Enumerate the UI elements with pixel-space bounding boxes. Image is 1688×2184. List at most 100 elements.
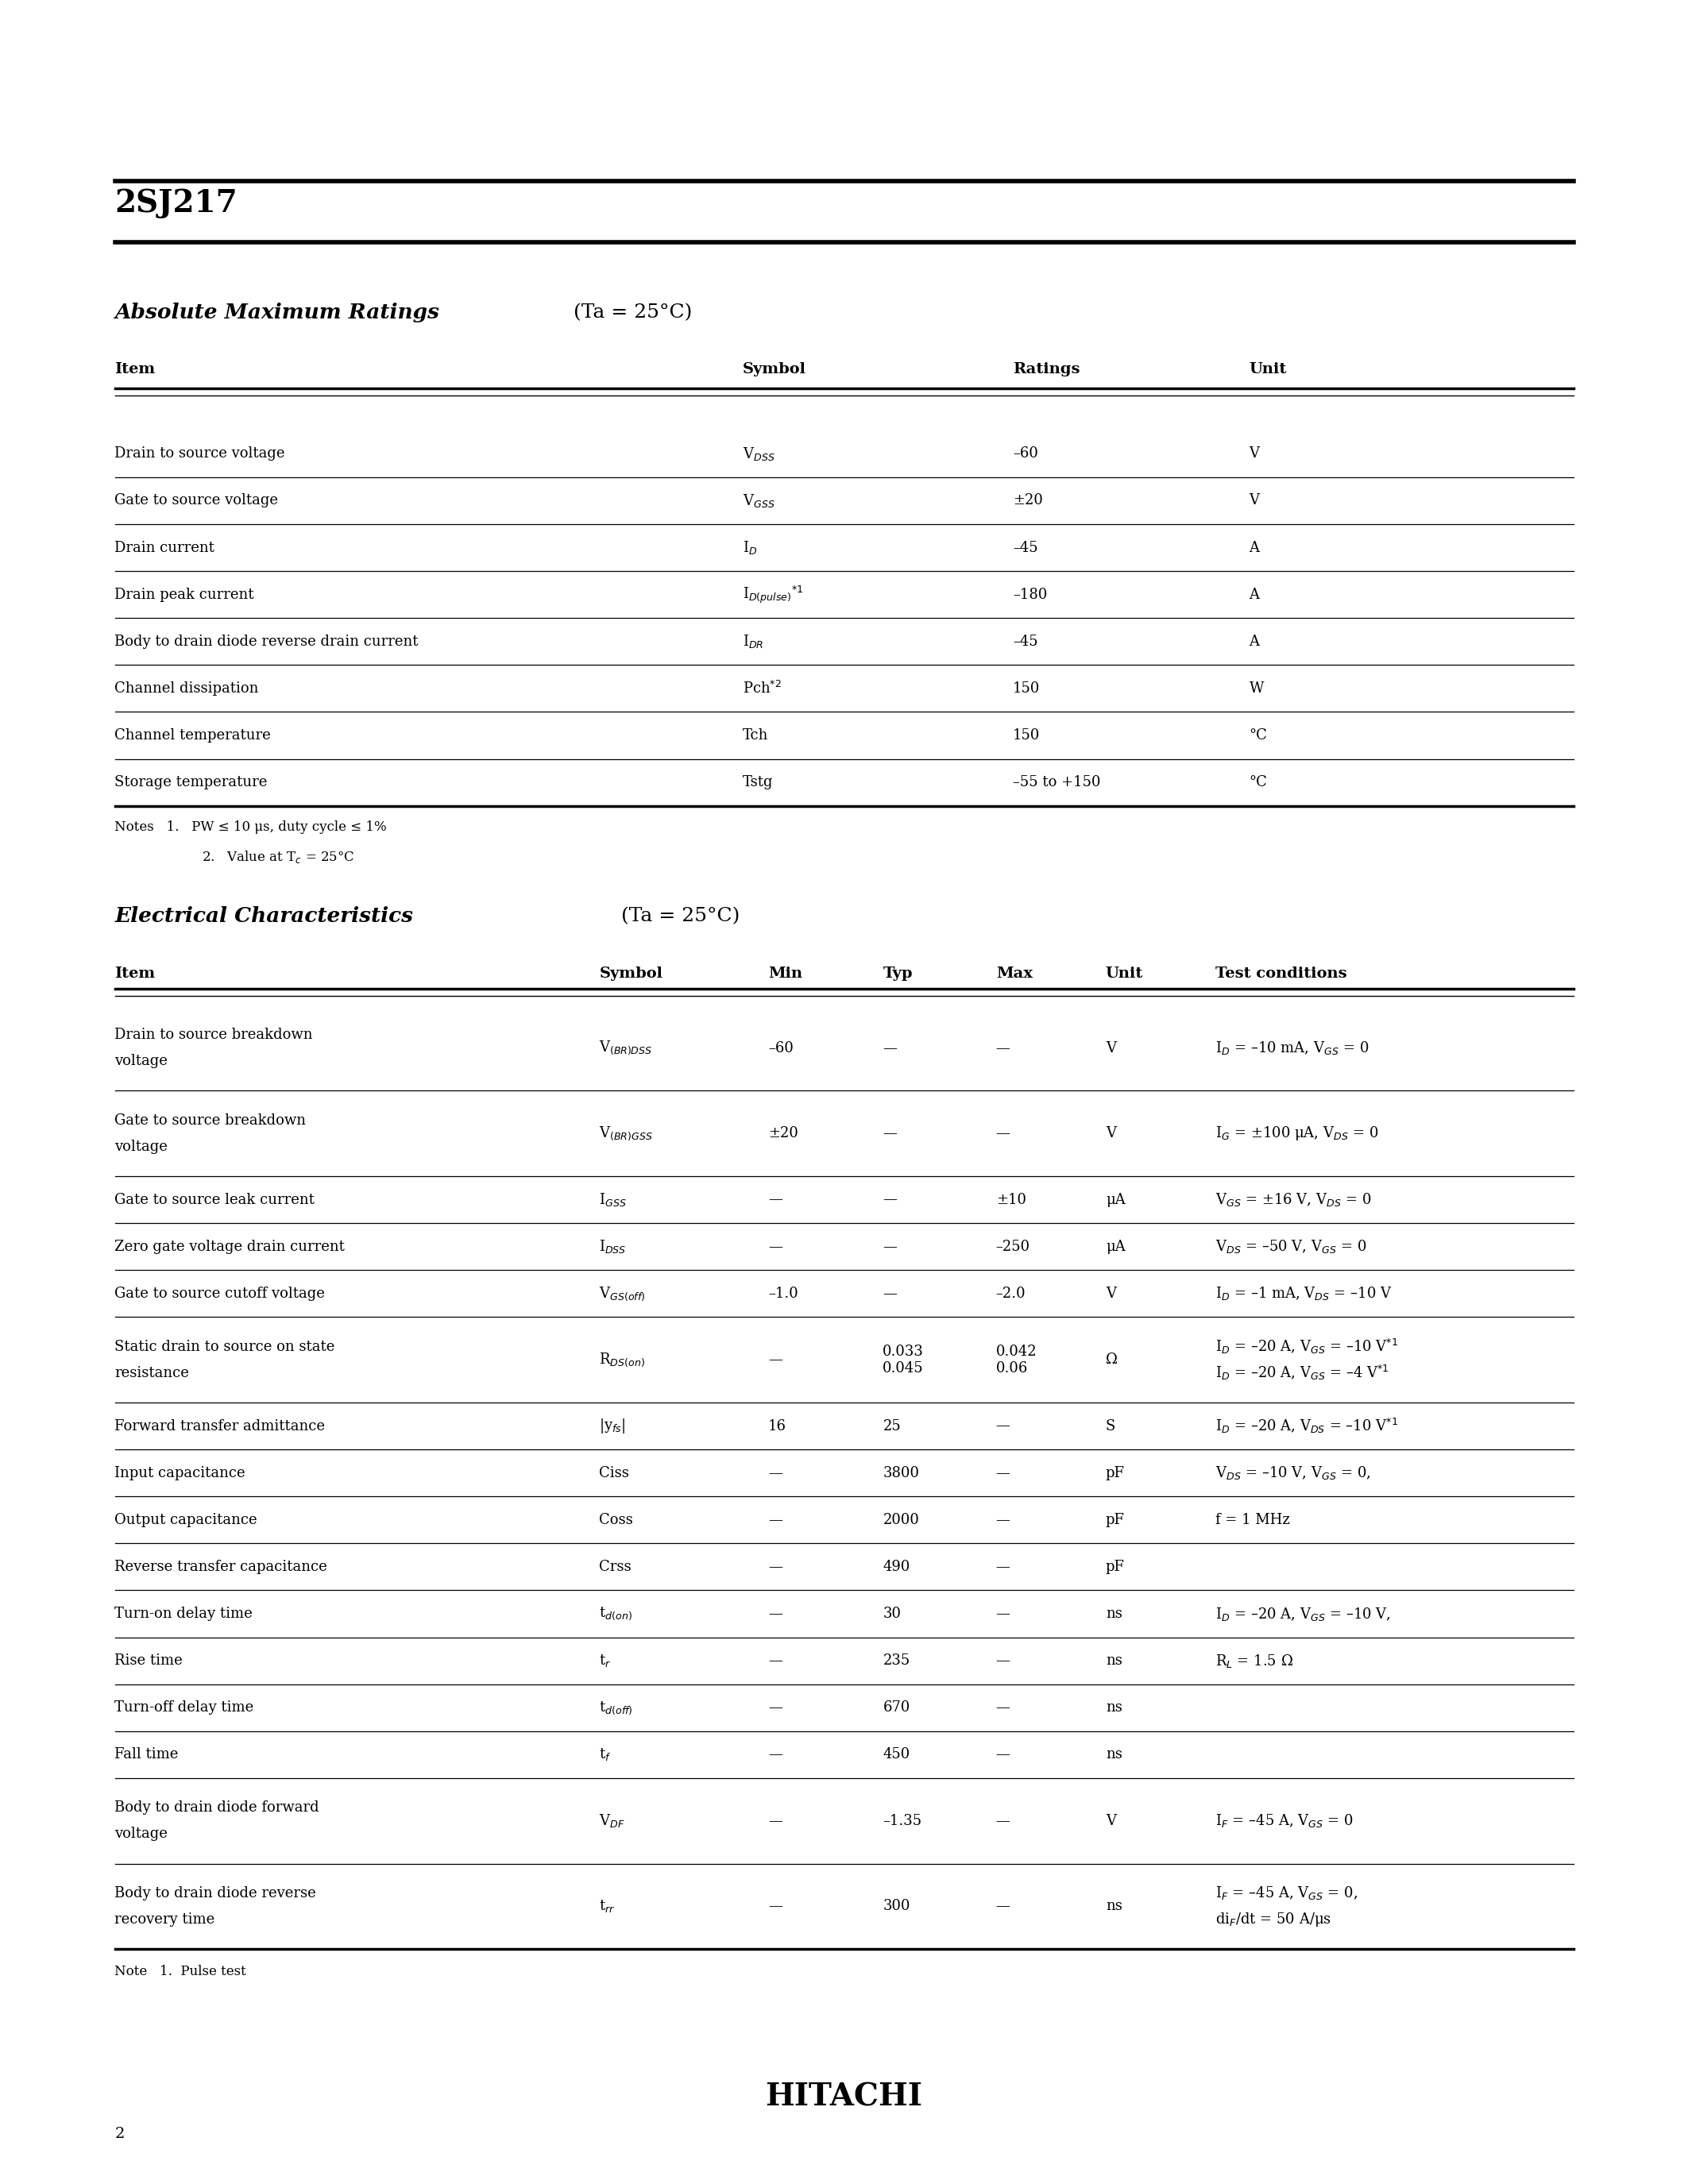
Text: I$_{D(pulse)}$$^{*1}$: I$_{D(pulse)}$$^{*1}$ [743, 583, 803, 605]
Text: Drain peak current: Drain peak current [115, 587, 255, 603]
Text: —: — [768, 1559, 782, 1575]
Text: Forward transfer admittance: Forward transfer admittance [115, 1420, 326, 1433]
Text: resistance: resistance [115, 1365, 189, 1380]
Text: V$_{(BR)DSS}$: V$_{(BR)DSS}$ [599, 1040, 652, 1057]
Text: voltage: voltage [115, 1140, 167, 1153]
Text: V: V [1249, 446, 1259, 461]
Text: V$_{DSS}$: V$_{DSS}$ [743, 446, 775, 463]
Text: —: — [768, 1701, 782, 1714]
Text: I$_F$ = –45 A, V$_{GS}$ = 0,: I$_F$ = –45 A, V$_{GS}$ = 0, [1215, 1885, 1357, 1902]
Text: –55 to +150: –55 to +150 [1013, 775, 1101, 791]
Text: W: W [1249, 681, 1264, 697]
Text: ±10: ±10 [996, 1192, 1026, 1208]
Text: Symbol: Symbol [743, 363, 807, 376]
Text: 2: 2 [115, 2127, 125, 2140]
Text: —: — [883, 1286, 896, 1302]
Text: Ciss: Ciss [599, 1465, 630, 1481]
Text: Fall time: Fall time [115, 1747, 179, 1762]
Text: Output capacitance: Output capacitance [115, 1514, 258, 1527]
Text: I$_{DR}$: I$_{DR}$ [743, 633, 765, 651]
Text: Test conditions: Test conditions [1215, 965, 1347, 981]
Text: Ratings: Ratings [1013, 363, 1080, 376]
Text: Static drain to source on state: Static drain to source on state [115, 1339, 336, 1354]
Text: Pch$^{*2}$: Pch$^{*2}$ [743, 681, 782, 697]
Text: ns: ns [1106, 1900, 1123, 1913]
Text: V$_{DF}$: V$_{DF}$ [599, 1813, 625, 1830]
Text: —: — [768, 1653, 782, 1669]
Text: ±20: ±20 [1013, 494, 1043, 509]
Text: A: A [1249, 539, 1259, 555]
Text: 30: 30 [883, 1607, 901, 1621]
Text: Body to drain diode reverse: Body to drain diode reverse [115, 1887, 316, 1900]
Text: 0.033
0.045: 0.033 0.045 [883, 1345, 923, 1376]
Text: –60: –60 [768, 1042, 793, 1055]
Text: 0.042
0.06: 0.042 0.06 [996, 1345, 1036, 1376]
Text: I$_D$ = –10 mA, V$_{GS}$ = 0: I$_D$ = –10 mA, V$_{GS}$ = 0 [1215, 1040, 1369, 1057]
Text: –250: –250 [996, 1241, 1030, 1254]
Text: t$_{d(off)}$: t$_{d(off)}$ [599, 1699, 633, 1717]
Text: Body to drain diode forward: Body to drain diode forward [115, 1800, 319, 1815]
Text: —: — [768, 1352, 782, 1367]
Text: —: — [768, 1465, 782, 1481]
Text: V: V [1106, 1286, 1116, 1302]
Text: Turn-on delay time: Turn-on delay time [115, 1607, 253, 1621]
Text: Item: Item [115, 363, 155, 376]
Text: Max: Max [996, 965, 1033, 981]
Text: Turn-off delay time: Turn-off delay time [115, 1701, 253, 1714]
Text: recovery time: recovery time [115, 1913, 214, 1926]
Text: —: — [768, 1900, 782, 1913]
Text: Electrical Characteristics: Electrical Characteristics [115, 906, 414, 926]
Text: V$_{GSS}$: V$_{GSS}$ [743, 491, 775, 509]
Text: di$_F$/dt = 50 A/μs: di$_F$/dt = 50 A/μs [1215, 1911, 1332, 1928]
Text: —: — [996, 1813, 1009, 1828]
Text: f = 1 MHz: f = 1 MHz [1215, 1514, 1290, 1527]
Text: 150: 150 [1013, 681, 1040, 697]
Text: pF: pF [1106, 1559, 1124, 1575]
Text: 25: 25 [883, 1420, 901, 1433]
Text: I$_{D}$: I$_{D}$ [743, 539, 758, 557]
Text: μA: μA [1106, 1241, 1126, 1254]
Text: —: — [996, 1747, 1009, 1762]
Text: V: V [1106, 1042, 1116, 1055]
Text: Tstg: Tstg [743, 775, 773, 791]
Text: ns: ns [1106, 1653, 1123, 1669]
Text: –1.35: –1.35 [883, 1813, 922, 1828]
Text: V: V [1106, 1813, 1116, 1828]
Text: —: — [768, 1607, 782, 1621]
Text: t$_{rr}$: t$_{rr}$ [599, 1898, 616, 1913]
Text: °C: °C [1249, 727, 1268, 743]
Text: R$_L$ = 1.5 Ω: R$_L$ = 1.5 Ω [1215, 1653, 1293, 1669]
Text: —: — [996, 1127, 1009, 1140]
Text: Input capacitance: Input capacitance [115, 1465, 245, 1481]
Text: 2.   Value at T$_c$ = 25°C: 2. Value at T$_c$ = 25°C [203, 850, 354, 865]
Text: Absolute Maximum Ratings: Absolute Maximum Ratings [115, 301, 439, 323]
Text: —: — [883, 1192, 896, 1208]
Text: A: A [1249, 587, 1259, 603]
Text: –180: –180 [1013, 587, 1047, 603]
Text: —: — [996, 1042, 1009, 1055]
Text: I$_F$ = –45 A, V$_{GS}$ = 0: I$_F$ = –45 A, V$_{GS}$ = 0 [1215, 1813, 1354, 1830]
Text: Symbol: Symbol [599, 965, 663, 981]
Text: V$_{DS}$ = –50 V, V$_{GS}$ = 0: V$_{DS}$ = –50 V, V$_{GS}$ = 0 [1215, 1238, 1367, 1256]
Text: I$_D$ = –20 A, V$_{GS}$ = –10 V,: I$_D$ = –20 A, V$_{GS}$ = –10 V, [1215, 1605, 1391, 1623]
Text: Body to drain diode reverse drain current: Body to drain diode reverse drain curren… [115, 633, 419, 649]
Text: —: — [768, 1747, 782, 1762]
Text: —: — [996, 1653, 1009, 1669]
Text: –2.0: –2.0 [996, 1286, 1026, 1302]
Text: V$_{GS(off)}$: V$_{GS(off)}$ [599, 1284, 645, 1302]
Text: 2SJ217: 2SJ217 [115, 188, 238, 218]
Text: —: — [883, 1042, 896, 1055]
Text: I$_{DSS}$: I$_{DSS}$ [599, 1238, 626, 1256]
Text: HITACHI: HITACHI [765, 2081, 923, 2112]
Text: 235: 235 [883, 1653, 910, 1669]
Text: Ω: Ω [1106, 1352, 1117, 1367]
Text: t$_f$: t$_f$ [599, 1747, 611, 1762]
Text: Crss: Crss [599, 1559, 631, 1575]
Text: V$_{DS}$ = –10 V, V$_{GS}$ = 0,: V$_{DS}$ = –10 V, V$_{GS}$ = 0, [1215, 1465, 1371, 1481]
Text: V$_{GS}$ = ±16 V, V$_{DS}$ = 0: V$_{GS}$ = ±16 V, V$_{DS}$ = 0 [1215, 1190, 1371, 1208]
Text: 300: 300 [883, 1900, 910, 1913]
Text: t$_r$: t$_r$ [599, 1653, 611, 1669]
Text: voltage: voltage [115, 1826, 167, 1841]
Text: Min: Min [768, 965, 802, 981]
Text: Typ: Typ [883, 965, 913, 981]
